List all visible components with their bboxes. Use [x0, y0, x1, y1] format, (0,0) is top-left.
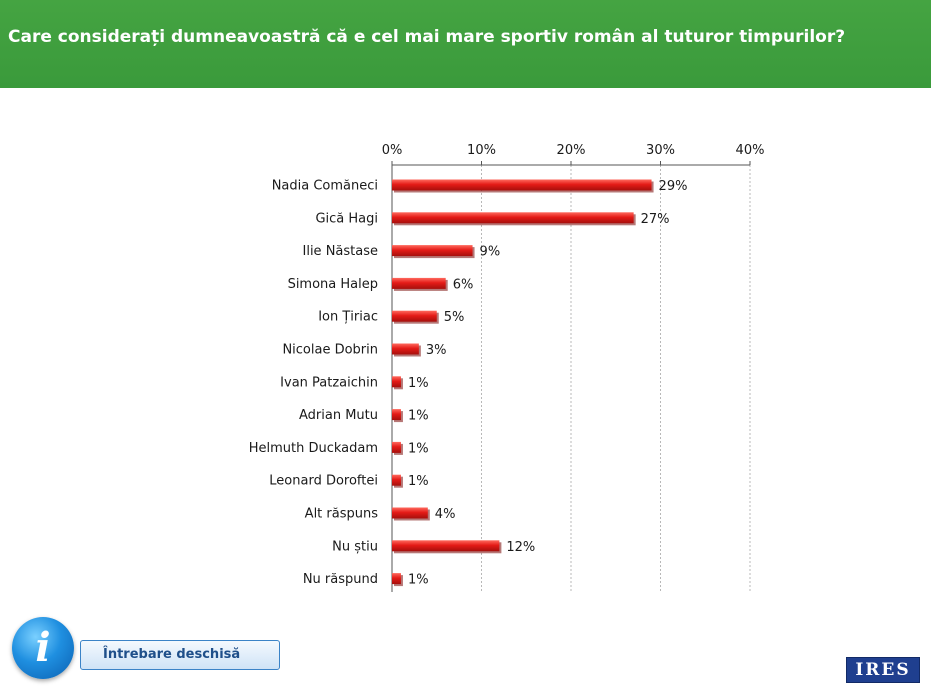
category-label: Adrian Mutu	[299, 408, 378, 423]
tick-label-0: 0%	[382, 143, 403, 158]
bar	[392, 409, 401, 421]
info-icon: i	[12, 617, 74, 679]
value-label: 6%	[453, 277, 474, 292]
value-label: 12%	[506, 540, 535, 555]
category-label: Ivan Patzaichin	[280, 375, 378, 390]
value-label: 9%	[480, 245, 501, 260]
value-label: 3%	[426, 343, 447, 358]
category-label: Nu răspund	[303, 572, 378, 587]
category-label: Nu știu	[332, 539, 378, 554]
category-label: Gică Hagi	[315, 211, 378, 226]
value-label: 1%	[408, 474, 429, 489]
bar	[392, 474, 401, 486]
value-label: 1%	[408, 441, 429, 456]
category-label: Nadia Comăneci	[272, 179, 378, 194]
category-label: Alt răspuns	[305, 507, 379, 522]
bar	[392, 441, 401, 453]
bar	[392, 245, 473, 257]
ires-logo-text: IRES	[855, 660, 911, 680]
bar	[392, 376, 401, 388]
tick-label-20: 20%	[557, 143, 586, 158]
category-label: Ion Țiriac	[318, 310, 378, 325]
bar	[392, 179, 652, 191]
bar	[392, 310, 437, 322]
info-glyph: i	[35, 624, 51, 671]
value-label: 5%	[444, 310, 465, 325]
bar	[392, 573, 401, 585]
value-label: 1%	[408, 573, 429, 588]
category-label: Simona Halep	[288, 277, 378, 292]
bar	[392, 212, 634, 224]
bar	[392, 277, 446, 289]
value-label: 29%	[659, 179, 688, 194]
ires-logo: IRES	[846, 657, 920, 683]
value-label: 27%	[641, 212, 670, 227]
open-question-note: Întrebare deschisă	[80, 640, 280, 670]
category-label: Ilie Năstase	[303, 244, 379, 259]
open-question-label: Întrebare deschisă	[103, 647, 241, 662]
tick-label-40: 40%	[736, 143, 765, 158]
value-label: 4%	[435, 507, 456, 522]
page-title: Care considerați dumneavoastră că e cel …	[8, 27, 846, 47]
bar	[392, 343, 419, 355]
tick-label-10: 10%	[467, 143, 496, 158]
bar	[392, 507, 428, 519]
header-banner: Care considerați dumneavoastră că e cel …	[0, 0, 931, 88]
category-label: Leonard Doroftei	[269, 474, 378, 489]
category-label: Helmuth Duckadam	[249, 441, 378, 456]
value-label: 1%	[408, 376, 429, 391]
bar	[392, 540, 500, 552]
category-label: Nicolae Dobrin	[282, 343, 378, 358]
value-label: 1%	[408, 409, 429, 424]
tick-label-30: 30%	[646, 143, 675, 158]
